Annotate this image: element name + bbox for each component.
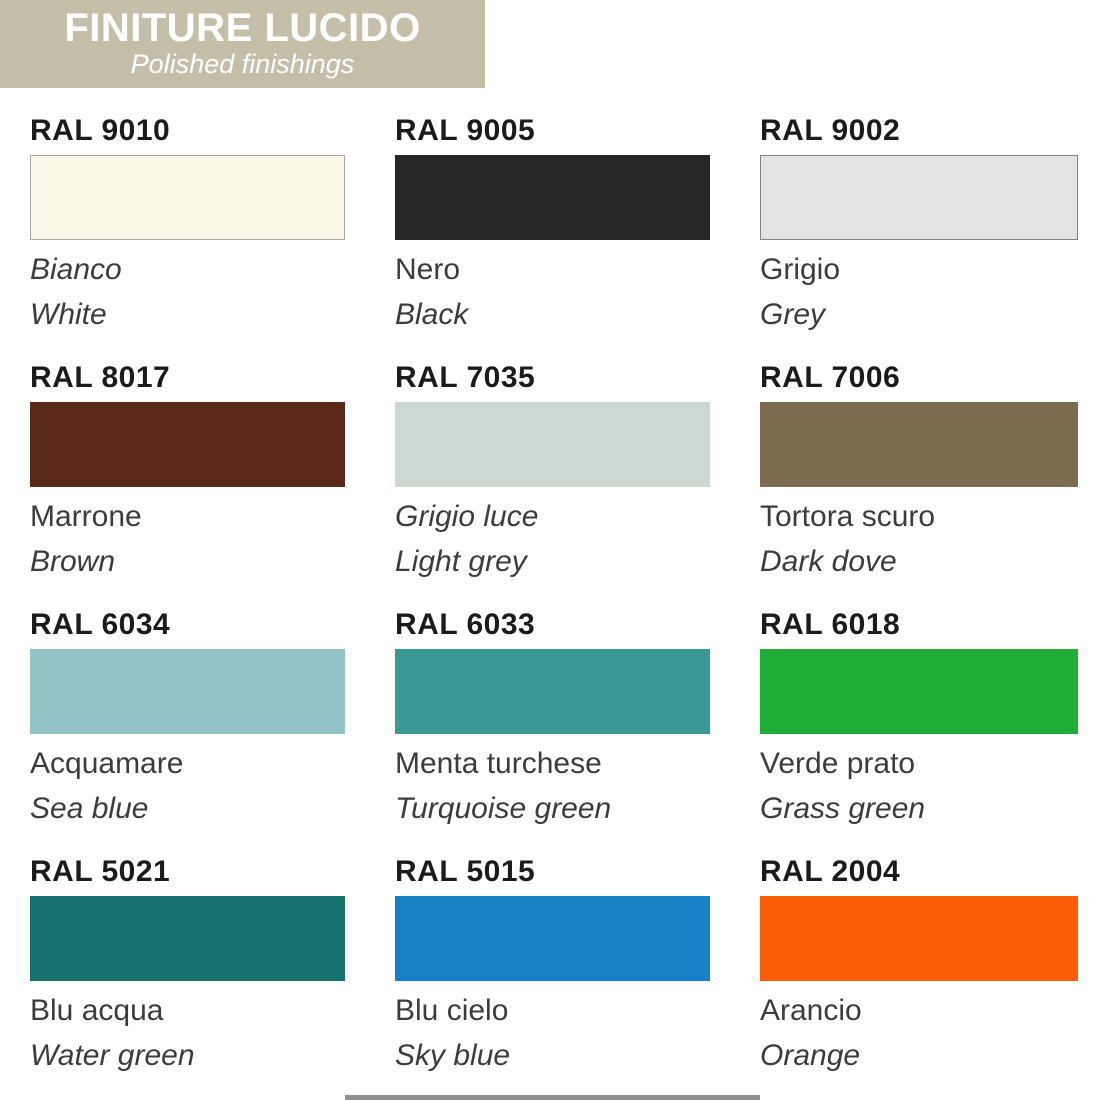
swatch-cell: RAL 7006 Tortora scuro Dark dove <box>760 360 1078 607</box>
color-name-english: Sea blue <box>30 792 149 825</box>
color-name-english: Grass green <box>760 792 926 825</box>
color-name-english: Orange <box>760 1039 861 1072</box>
ral-code: RAL 7035 <box>395 361 536 394</box>
ral-code: RAL 2004 <box>760 855 901 888</box>
swatch-cell: RAL 5021 Blu acqua Water green <box>30 854 345 1100</box>
color-name-italian: Bianco <box>30 253 122 286</box>
color-swatch <box>30 402 345 487</box>
swatch-cell: RAL 6033 Menta turchese Turquoise green <box>395 607 710 854</box>
color-name-italian: Blu acqua <box>30 994 164 1027</box>
ral-code: RAL 6018 <box>760 608 901 641</box>
swatch-cell: RAL 6018 Verde prato Grass green <box>760 607 1078 854</box>
swatch-cell: RAL 9005 Nero Black <box>395 113 710 360</box>
color-swatch <box>760 155 1078 240</box>
ral-code: RAL 5015 <box>395 855 536 888</box>
color-swatch <box>760 649 1078 734</box>
ral-code: RAL 9005 <box>395 114 536 147</box>
color-swatch <box>30 649 345 734</box>
color-name-italian: Nero <box>395 253 461 286</box>
page-subtitle: Polished finishings <box>130 49 355 80</box>
color-name-italian: Menta turchese <box>395 747 602 780</box>
color-swatch <box>760 402 1078 487</box>
swatch-cell: RAL 6034 Acquamare Sea blue <box>30 607 345 854</box>
color-swatch <box>30 896 345 981</box>
swatch-cell: RAL 5015 Blu cielo Sky blue <box>395 854 710 1100</box>
color-name-italian: Acquamare <box>30 747 184 780</box>
color-name-english: Grey <box>760 298 826 331</box>
color-name-italian: Grigio luce <box>395 500 539 533</box>
page-title: FINITURE LUCIDO <box>64 6 421 51</box>
ral-code: RAL 6033 <box>395 608 536 641</box>
color-name-italian: Tortora scuro <box>760 500 936 533</box>
color-swatch <box>395 649 710 734</box>
color-name-english: Turquoise green <box>395 792 612 825</box>
color-name-english: Sky blue <box>395 1039 511 1072</box>
color-swatch <box>760 896 1078 981</box>
color-name-italian: Grigio <box>760 253 841 286</box>
color-name-english: Water green <box>30 1039 195 1072</box>
swatch-cell: RAL 7035 Grigio luce Light grey <box>395 360 710 607</box>
color-name-italian: Verde prato <box>760 747 916 780</box>
ral-code: RAL 5021 <box>30 855 171 888</box>
color-name-english: Black <box>395 298 469 331</box>
swatch-grid: RAL 9010 Bianco White RAL 9005 Nero Black RAL … <box>30 113 1078 1100</box>
ral-code: RAL 9002 <box>760 114 901 147</box>
color-swatch <box>395 402 710 487</box>
color-name-english: Light grey <box>395 545 527 578</box>
color-name-italian: Blu cielo <box>395 994 509 1027</box>
swatch-cell: RAL 2004 Arancio Orange <box>760 854 1078 1100</box>
color-name-italian: Marrone <box>30 500 142 533</box>
color-name-italian: Arancio <box>760 994 862 1027</box>
color-swatch <box>395 155 710 240</box>
swatch-cell: RAL 9002 Grigio Grey <box>760 113 1078 360</box>
ral-code: RAL 8017 <box>30 361 171 394</box>
swatch-cell: RAL 9010 Bianco White <box>30 113 345 360</box>
color-name-english: White <box>30 298 107 331</box>
header-banner: FINITURE LUCIDO Polished finishings <box>0 0 485 88</box>
swatch-cell: RAL 8017 Marrone Brown <box>30 360 345 607</box>
color-name-english: Brown <box>30 545 116 578</box>
color-swatch <box>30 155 345 240</box>
footer-strip <box>345 1095 760 1100</box>
ral-code: RAL 9010 <box>30 114 171 147</box>
ral-code: RAL 7006 <box>760 361 901 394</box>
color-name-english: Dark dove <box>760 545 897 578</box>
color-swatch <box>395 896 710 981</box>
ral-code: RAL 6034 <box>30 608 171 641</box>
